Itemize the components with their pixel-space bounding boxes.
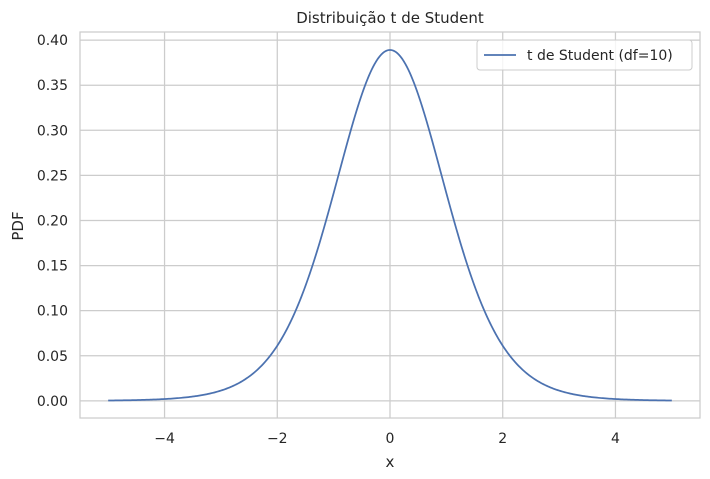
y-tick-label: 0.25 xyxy=(37,168,68,184)
x-tick-label: 2 xyxy=(498,431,507,447)
y-axis-label: PDF xyxy=(9,211,27,240)
legend-box xyxy=(476,39,693,71)
y-tick-label: 0.10 xyxy=(37,304,68,320)
y-tick-label: 0.30 xyxy=(37,123,68,139)
y-tick-label: 0.05 xyxy=(37,349,68,365)
plot-frame xyxy=(79,31,701,419)
chart-title: Distribuição t de Student xyxy=(296,9,484,27)
y-axis-ticks: 0.00 0.05 0.10 0.15 0.20 0.25 0.30 0.35 0.40 xyxy=(37,33,68,410)
grid xyxy=(80,32,700,418)
x-axis-ticks: −4 −2 0 2 4 xyxy=(154,431,620,447)
y-tick-label: 0.35 xyxy=(37,78,68,94)
y-tick-label: 0.20 xyxy=(37,213,68,229)
legend-label: t de Student (df=10) xyxy=(527,48,673,64)
y-tick-label: 0.15 xyxy=(37,259,68,275)
legend: t de Student (df=10) xyxy=(476,39,693,71)
x-axis-label: x xyxy=(386,453,395,471)
x-tick-label: 0 xyxy=(386,431,395,447)
series-line-t-student xyxy=(108,49,672,402)
y-tick-label: 0.00 xyxy=(37,394,68,410)
x-tick-label: 4 xyxy=(611,431,620,447)
x-tick-label: −2 xyxy=(267,431,288,447)
y-tick-label: 0.40 xyxy=(37,33,68,49)
x-tick-label: −4 xyxy=(154,431,175,447)
